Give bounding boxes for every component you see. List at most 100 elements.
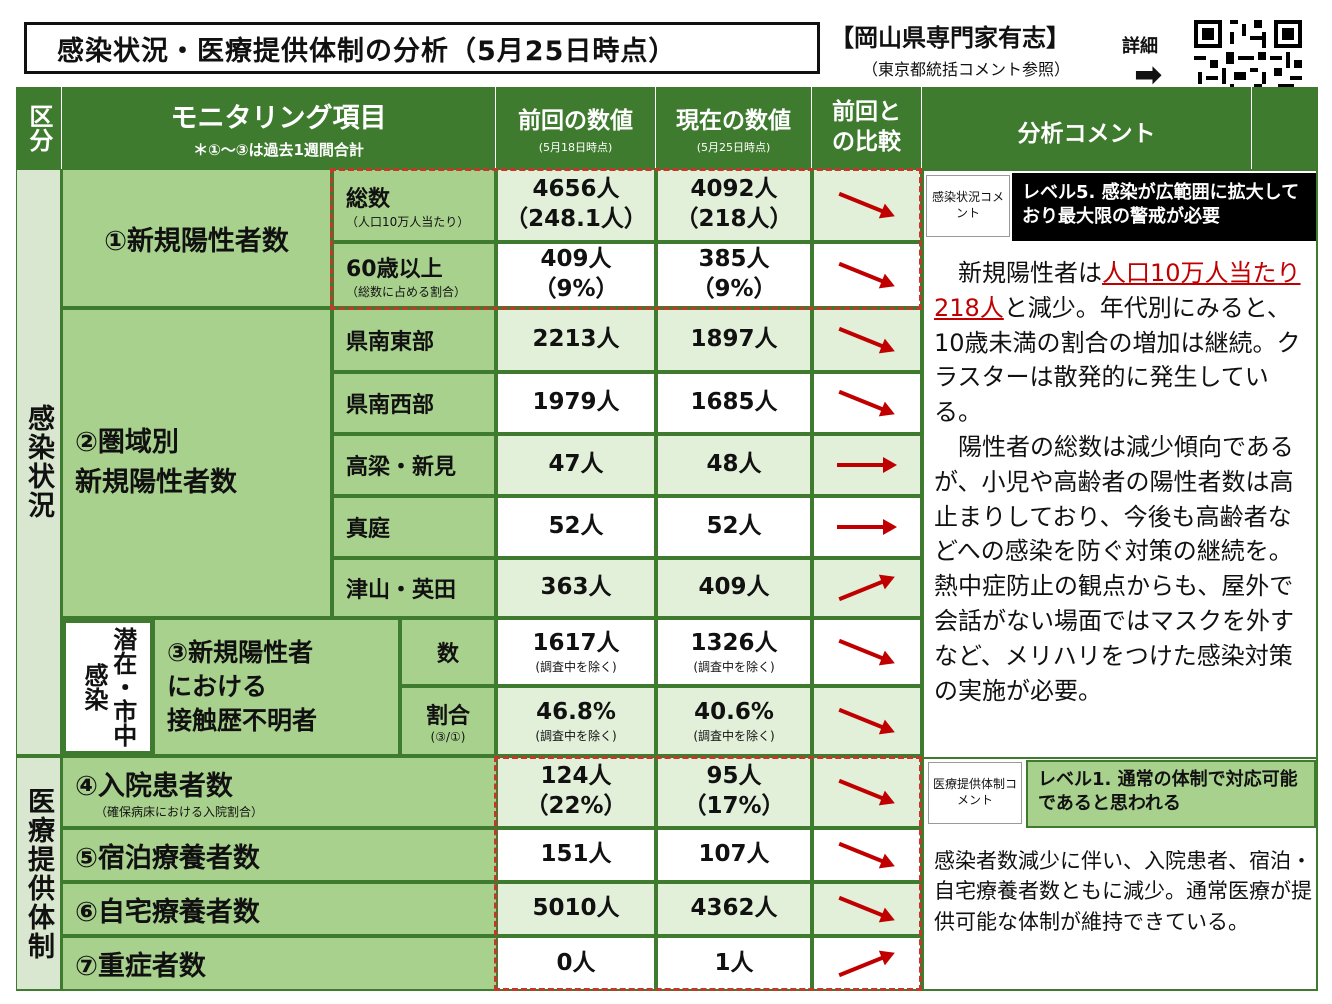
value-text: （248.1人） xyxy=(505,206,647,232)
header-prev: 前回の数値 (5月18日時点) xyxy=(496,87,656,169)
value-text: 5010人 xyxy=(532,895,620,922)
value-text: 151人 xyxy=(540,841,612,868)
row-label: 数 xyxy=(402,620,494,684)
highlight-box xyxy=(494,756,922,991)
value-text: 52人 xyxy=(548,513,604,540)
value-text: （218人） xyxy=(675,206,793,232)
value-text: (調査中を除く) xyxy=(535,660,617,675)
trend-cell xyxy=(814,758,920,826)
trend-cell xyxy=(814,620,920,684)
value-text: 47人 xyxy=(548,451,604,478)
item-home: ⑥自宅療養者数 xyxy=(63,884,496,934)
value-text: (調査中を除く) xyxy=(693,729,775,744)
value-text: （22%） xyxy=(525,793,627,819)
item-hotel: ⑤宿泊療養者数 xyxy=(63,830,496,880)
curr-value-cell: 1326人 (調査中を除く) xyxy=(658,620,810,684)
value-text: 1617人 xyxy=(532,629,620,656)
value-text: 0人 xyxy=(556,949,596,976)
value-text: 4092人 xyxy=(690,176,778,203)
curr-value-cell: 385人 （9%） xyxy=(658,244,810,306)
curr-value-cell: 409人 xyxy=(658,560,810,616)
row-label: 割合 (③/①) xyxy=(402,688,494,754)
trend-cell xyxy=(814,374,920,432)
prev-value-cell: 0人 xyxy=(498,938,654,989)
trend-down-icon xyxy=(838,707,895,735)
curr-value-cell: 40.6% (調査中を除く) xyxy=(658,688,810,754)
medical-comment-text: 感染者数減少に伴い、入院患者、宿泊・自宅療養者数ともに減少。通常医療が提供可能な… xyxy=(934,849,1312,934)
trend-cell xyxy=(814,310,920,370)
trend-down-icon xyxy=(838,261,895,289)
value-text: （17%） xyxy=(683,793,785,819)
section-infection: 感染状況 xyxy=(17,170,60,754)
row-label: 県南東部 xyxy=(334,310,494,370)
value-text: （9%） xyxy=(533,276,619,302)
prev-value-cell: 46.8% (調査中を除く) xyxy=(498,688,654,754)
item-hospital: ④入院患者数 （確保病床における入院割合） xyxy=(63,758,496,826)
trend-down-icon xyxy=(838,841,895,869)
row-label: 県南西部 xyxy=(334,374,494,432)
value-text: 46.8% xyxy=(536,698,616,725)
page-title: 感染状況・医療提供体制の分析（5月25日時点） xyxy=(24,22,820,74)
trend-down-icon xyxy=(838,638,895,666)
header-curr: 現在の数値 (5月25日時点) xyxy=(656,87,812,169)
row-label: 60歳以上 （総数に占める割合） xyxy=(334,244,494,306)
prev-value-cell: 409人 （9%） xyxy=(498,244,654,306)
value-text: 385人 xyxy=(698,246,770,273)
trend-cell xyxy=(814,436,920,494)
trend-up-icon xyxy=(838,950,895,977)
detail-label: 詳細 xyxy=(1122,36,1158,57)
prev-value-cell: 2213人 xyxy=(498,310,654,370)
prev-value-cell: 47人 xyxy=(498,436,654,494)
prev-value-cell: 52人 xyxy=(498,498,654,556)
trend-cell xyxy=(814,884,920,934)
value-text: （9%） xyxy=(691,276,777,302)
infection-comment-text: 新規陽性者は人口10万人当たり218人と減少。年代別にみると、10歳未満の割合の… xyxy=(934,259,1301,705)
curr-value-cell: 95人 （17%） xyxy=(658,758,810,826)
curr-value-cell: 1685人 xyxy=(658,374,810,432)
item-unknown-contact: ③新規陽性者 における 接触歴不明者 xyxy=(155,620,398,754)
section-medical: 医療提供体制 xyxy=(17,758,60,989)
row-label: 津山・英田 xyxy=(334,560,494,616)
trend-cell xyxy=(814,170,920,240)
trend-down-icon xyxy=(838,778,895,806)
medical-level-badge: レベル1. 通常の体制で対応可能であると思われる xyxy=(1026,760,1316,828)
item-new-cases: ①新規陽性者数 xyxy=(63,170,330,306)
header-compare: 前回との比較 xyxy=(812,87,922,169)
trend-cell xyxy=(814,938,920,989)
organization-note: （東京都統括コメント参照） xyxy=(862,60,1071,79)
medical-comment-tag: 医療提供体制コメント xyxy=(928,762,1022,824)
header-section: 区分 xyxy=(16,87,62,169)
value-text: 409人 xyxy=(540,246,612,273)
curr-value-cell: 48人 xyxy=(658,436,810,494)
row-label: 真庭 xyxy=(334,498,494,556)
value-text: 4656人 xyxy=(532,176,620,203)
value-text: 363人 xyxy=(540,574,612,601)
row-label: 高梁・新見 xyxy=(334,436,494,494)
prev-value-cell: 1979人 xyxy=(498,374,654,432)
highlight-box xyxy=(330,168,922,310)
row-label: 総数 （人口10万人当たり） xyxy=(334,170,494,240)
value-text: 124人 xyxy=(540,763,612,790)
section-latent: 潜在・市中感染 xyxy=(63,620,153,754)
trend-flat-icon xyxy=(837,457,897,473)
value-text: 107人 xyxy=(698,841,770,868)
infection-comment-tag: 感染状況コメント xyxy=(926,175,1010,237)
prev-value-cell: 363人 xyxy=(498,560,654,616)
arrow-right-icon: ➡ xyxy=(1134,55,1163,95)
header-monitoring: モニタリング項目 ＊①～③は過去1週間合計 xyxy=(62,87,496,169)
value-text: 1897人 xyxy=(690,326,778,353)
infection-level-badge: レベル5. 感染が広範囲に拡大しており最大限の警戒が必要 xyxy=(1012,173,1316,241)
value-text: 48人 xyxy=(706,451,762,478)
value-text: 409人 xyxy=(698,574,770,601)
value-text: (調査中を除く) xyxy=(535,729,617,744)
value-text: 40.6% xyxy=(694,698,774,725)
value-text: 4362人 xyxy=(690,895,778,922)
curr-value-cell: 1人 xyxy=(658,938,810,989)
trend-flat-icon xyxy=(837,519,897,535)
prev-value-cell: 151人 xyxy=(498,830,654,880)
prev-value-cell: 1617人 (調査中を除く) xyxy=(498,620,654,684)
value-text: 1979人 xyxy=(532,389,620,416)
trend-cell xyxy=(814,560,920,616)
trend-cell xyxy=(814,688,920,754)
curr-value-cell: 4092人 （218人） xyxy=(658,170,810,240)
